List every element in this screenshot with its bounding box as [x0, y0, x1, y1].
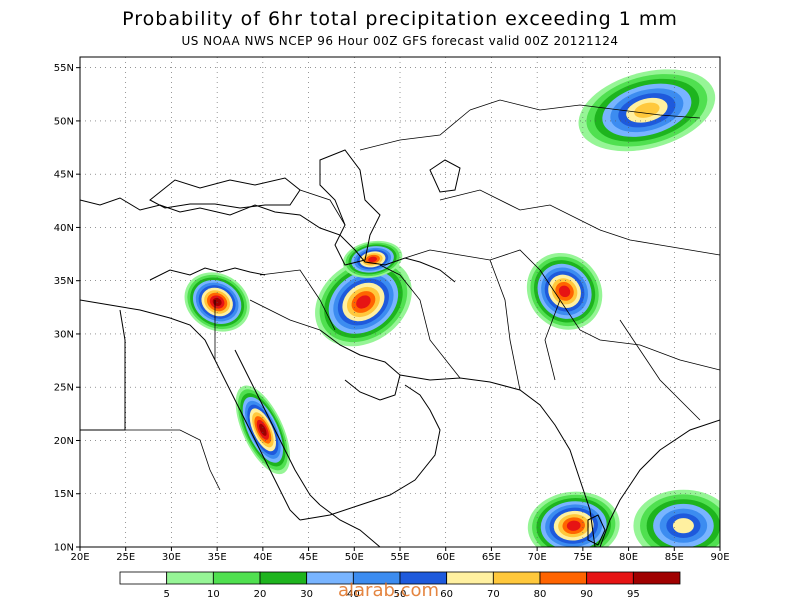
longitude-labels: 20E 25E 30E 35E 40E 45E 50E 55E 60E 65E 70E 75E 80E 8…	[70, 547, 730, 563]
legend-label: 50	[394, 589, 407, 600]
precip-region	[526, 252, 603, 330]
legend-label: 20	[254, 589, 267, 600]
legend-label: 30	[300, 589, 313, 600]
legend-label: 5	[163, 589, 169, 600]
precip-contour	[356, 295, 371, 309]
lon-label: 70E	[528, 552, 547, 563]
lat-label: 20N	[54, 436, 74, 447]
precip-contour	[558, 285, 571, 298]
legend-swatch	[259, 571, 308, 585]
legend-swatch	[119, 571, 168, 585]
graticule	[80, 57, 720, 547]
lat-label: 55N	[54, 63, 74, 74]
lon-label: 50E	[345, 552, 364, 563]
lon-label: 90E	[710, 552, 729, 563]
legend-swatch	[492, 571, 541, 585]
legend-label: 40	[347, 589, 360, 600]
legend-swatch	[632, 571, 681, 585]
precip-contour	[566, 520, 581, 531]
lat-label: 35N	[54, 276, 74, 287]
legend-swatch	[539, 571, 588, 585]
lon-label: 45E	[299, 552, 318, 563]
legend-swatch	[166, 571, 214, 585]
legend-label: 60	[440, 589, 453, 600]
lat-label: 15N	[54, 489, 74, 500]
precipitation-field	[184, 69, 720, 547]
lon-label: 60E	[436, 552, 455, 563]
lat-label: 30N	[54, 329, 74, 340]
legend-swatch	[586, 571, 634, 585]
lon-label: 85E	[665, 552, 684, 563]
legend-label: 90	[580, 589, 593, 600]
precip-region	[315, 257, 412, 347]
legend-label: 10	[207, 589, 220, 600]
lat-label: 25N	[54, 383, 74, 394]
lon-label: 35E	[208, 552, 227, 563]
lon-label: 55E	[390, 552, 409, 563]
lon-label: 30E	[162, 552, 181, 563]
color-legend: 5 10 20 30 40 50 60 70 80 90 95	[119, 571, 681, 600]
precip-region	[578, 69, 716, 152]
lat-label: 10N	[54, 543, 74, 554]
watermark: alarab.com	[338, 580, 440, 601]
lon-label: 40E	[253, 552, 272, 563]
legend-label: 70	[487, 589, 500, 600]
precip-contour	[368, 256, 378, 263]
legend-label: 80	[534, 589, 547, 600]
lat-label: 50N	[54, 116, 74, 127]
lon-label: 20E	[70, 552, 89, 563]
lon-label: 75E	[573, 552, 592, 563]
coastlines	[80, 149, 720, 547]
lat-label: 45N	[54, 170, 74, 181]
legend-swatch	[212, 571, 261, 585]
country-borders	[120, 99, 720, 491]
legend-label: 95	[627, 589, 640, 600]
legend-swatch	[446, 571, 494, 585]
map-subtitle: US NOAA NWS NCEP 96 Hour 00Z GFS forecas…	[181, 34, 619, 48]
latitude-labels: 55N 50N 45N 40N 35N 30N 25N 20N 15N 10N	[54, 63, 80, 554]
lon-label: 25E	[116, 552, 135, 563]
precip-contour	[259, 423, 267, 436]
precip-contour	[672, 518, 694, 534]
precip-region	[235, 385, 291, 475]
precip-region	[633, 489, 720, 547]
lon-label: 65E	[482, 552, 501, 563]
map-title: Probability of 6hr total precipitation e…	[122, 8, 678, 30]
lon-label: 80E	[619, 552, 638, 563]
lat-label: 40N	[54, 223, 74, 234]
